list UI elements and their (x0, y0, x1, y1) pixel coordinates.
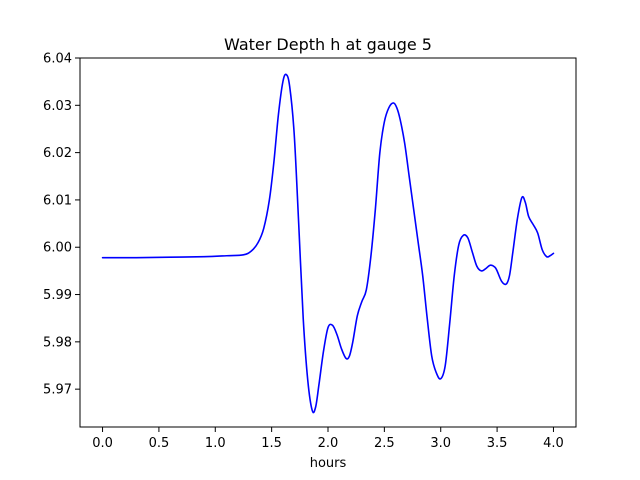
y-tick-label: 6.00 (43, 241, 72, 256)
series-layer (101, 73, 555, 414)
x-tick-label: 3.5 (487, 436, 508, 451)
y-tick-label: 5.97 (43, 383, 72, 398)
x-tick-label: 2.0 (318, 436, 339, 451)
chart-title: Water Depth h at gauge 5 (224, 35, 432, 54)
x-tick-label: 0.5 (149, 436, 170, 451)
y-tick-label: 6.03 (43, 99, 72, 114)
y-tick-label: 6.01 (43, 193, 72, 208)
y-axis: 5.97 5.98 5.99 6.00 6.01 6.02 6.03 6.04 (43, 52, 80, 398)
x-tick-label: 1.5 (261, 436, 282, 451)
y-tick-label: 5.99 (43, 288, 72, 303)
y-tick-label: 6.04 (43, 52, 72, 67)
x-tick-label: 1.0 (205, 436, 226, 451)
x-axis-label: hours (310, 456, 347, 471)
y-tick-label: 5.98 (43, 335, 72, 350)
x-tick-label: 4.0 (543, 436, 564, 451)
x-tick-label: 3.0 (430, 436, 451, 451)
x-tick-label: 0.0 (92, 436, 113, 451)
plot-area (80, 58, 576, 427)
x-axis: 0.0 0.5 1.0 1.5 2.0 2.5 3.0 3.5 4.0 (92, 427, 564, 451)
plot-frame (79, 57, 577, 428)
x-tick-label: 2.5 (374, 436, 395, 451)
y-tick-label: 6.02 (43, 146, 72, 161)
series-line (101, 73, 555, 414)
